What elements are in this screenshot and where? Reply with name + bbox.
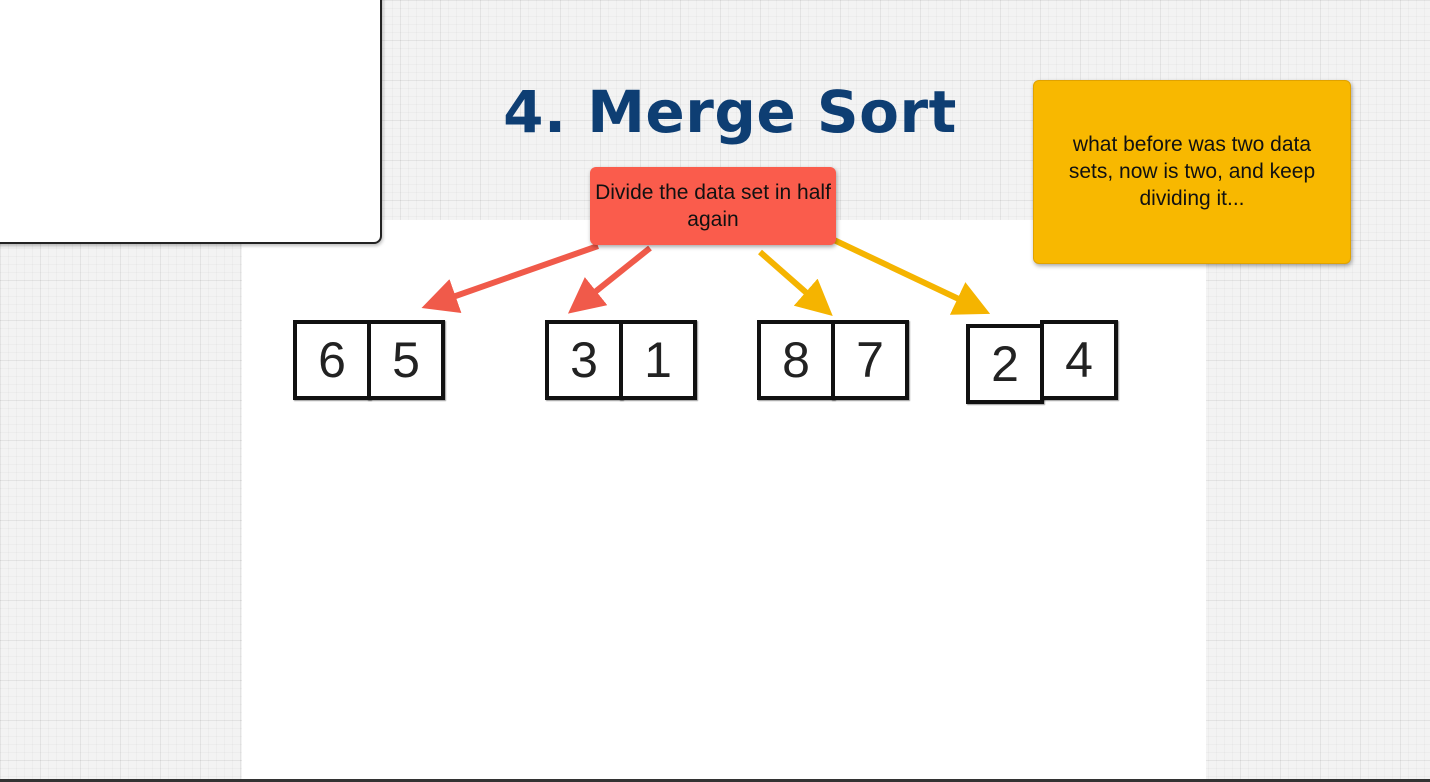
number-cell: 6 bbox=[293, 320, 371, 400]
pair-4: 2 4 bbox=[966, 320, 1118, 404]
arrow-to-pair-4 bbox=[832, 237, 991, 315]
bottom-divider bbox=[0, 779, 1430, 782]
yellow-sticky-note[interactable]: what before was two data sets, now is tw… bbox=[1033, 80, 1351, 264]
number-cell: 2 bbox=[966, 324, 1044, 404]
slide-title: 4. Merge Sort bbox=[503, 78, 957, 146]
arrow-to-pair-1 bbox=[421, 243, 599, 314]
number-cell: 8 bbox=[757, 320, 835, 400]
left-blank-panel bbox=[0, 0, 382, 244]
slide-canvas bbox=[242, 220, 1206, 780]
number-cell: 1 bbox=[619, 320, 697, 400]
red-sticky-note[interactable]: Divide the data set in half again bbox=[590, 167, 836, 245]
pair-3: 8 7 bbox=[757, 320, 909, 400]
pair-2: 3 1 bbox=[545, 320, 697, 400]
arrow-to-pair-2 bbox=[567, 245, 652, 314]
pair-1: 6 5 bbox=[293, 320, 445, 400]
number-cell: 7 bbox=[831, 320, 909, 400]
arrow-to-pair-3 bbox=[758, 249, 833, 316]
number-cell: 5 bbox=[367, 320, 445, 400]
number-cell: 4 bbox=[1040, 320, 1118, 400]
number-cell: 3 bbox=[545, 320, 623, 400]
